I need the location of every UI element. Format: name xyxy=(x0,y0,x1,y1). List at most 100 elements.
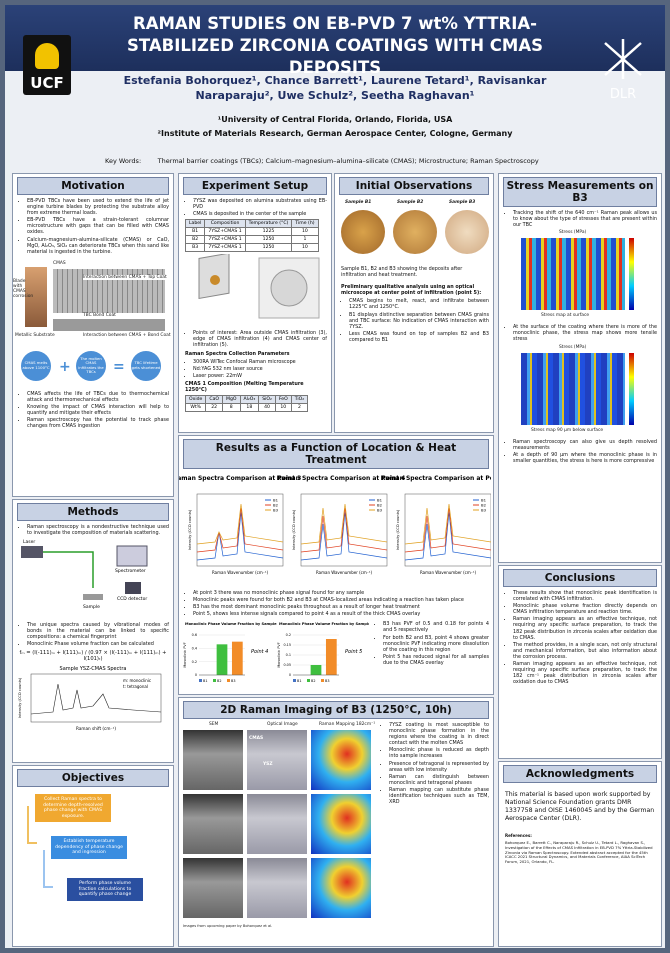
table-cell: 22 xyxy=(205,403,223,413)
laser-icon xyxy=(21,546,43,559)
spectrum-line xyxy=(300,503,388,545)
figure-label: Metallic Substrate xyxy=(15,332,55,338)
plot-frame xyxy=(196,493,284,567)
ccd-icon xyxy=(125,582,141,595)
table-cell: 18 xyxy=(239,403,260,413)
poster: UCF DLR RAMAN STUDIES ON EB-PVD 7 wt% YT… xyxy=(5,5,665,948)
imaging-grid: SEM Optical Image Raman Mapping 182cm⁻¹ … xyxy=(179,722,379,932)
sample-photo xyxy=(393,210,437,254)
figure-label: CCD detector xyxy=(117,596,147,602)
legend-swatch xyxy=(293,679,296,683)
y-tick-label: 0 xyxy=(195,674,197,678)
keywords: Key Words: Thermal barrier coatings (TBC… xyxy=(105,157,645,165)
table-header-row: Label Composition Temperature (°C) Time (h) xyxy=(184,219,319,229)
table-header-cell: CaO xyxy=(205,395,223,405)
table-header-cell: Composition xyxy=(204,219,246,229)
y-tick-label: 0 xyxy=(289,674,291,678)
bullet: Presence of tetragonal is represented by… xyxy=(389,761,489,773)
micrograph xyxy=(311,858,371,918)
chart-title: Raman Spectra Comparison at Point 3 xyxy=(179,475,301,482)
pvf-charts: Monoclinic Phase Volume Fraction by Samp… xyxy=(183,622,369,683)
bullet-list: CMAS affects the life of TBCs due to the… xyxy=(21,391,169,430)
y-tick-label: 0.1 xyxy=(286,654,291,658)
table-header-cell: Temperature (°C) xyxy=(244,219,293,229)
spectrum-line xyxy=(404,503,492,545)
figure-label: Sample xyxy=(83,604,100,610)
bullet: Raman spectroscopy has the potential to … xyxy=(27,417,169,429)
bullet: The method provides, in a single scan, n… xyxy=(513,642,657,660)
bullet: EB-PVD TBCs have a strain-tolerant colum… xyxy=(27,217,169,235)
legend-swatch xyxy=(213,679,216,683)
spectrum-line xyxy=(404,507,492,553)
bullet: CMAS affects the life of TBCs due to the… xyxy=(27,391,169,403)
bullet: Monoclinic phase is reduced as depth int… xyxy=(389,747,489,759)
title-band xyxy=(5,5,665,71)
raman-setup-diagram: Laser Sample Spectrometer CCD detector xyxy=(21,539,148,610)
legend-label: B2 xyxy=(481,503,487,508)
y-axis-label: Monoclinic PVF xyxy=(183,643,187,668)
heatmap xyxy=(521,352,625,425)
photo-caption: Sample B2 xyxy=(397,200,424,205)
figure-label: Laser xyxy=(23,539,35,545)
table-cell: B3 xyxy=(184,243,206,253)
sample-photos: Sample B1 Sample B2 Sample B3 xyxy=(335,198,493,264)
spectrum-line xyxy=(404,511,492,561)
beam xyxy=(43,551,94,589)
spectra-charts: Raman Spectra Comparison at Point 3B1B2B… xyxy=(173,475,510,575)
table-header-cell: Time (h) xyxy=(291,219,319,229)
table-cell: 1250 xyxy=(244,235,293,245)
bullet-list: 7YSZ was deposited on alumina substrates… xyxy=(187,198,327,217)
table-cell: 7YSZ+CMAS 1 xyxy=(204,243,246,253)
authors: Estefania Bohorquez¹, Chance Barrett¹, L… xyxy=(123,74,547,102)
objective-step: Collect Raman spectra to determine depth… xyxy=(35,794,111,823)
table-cell: Wt% xyxy=(184,403,207,413)
table-cell: B1 xyxy=(184,227,206,237)
bullet: Monoclinic phase volume fraction directl… xyxy=(513,603,657,615)
connector xyxy=(27,806,37,844)
section-title: Experiment Setup xyxy=(183,177,327,195)
bullet: 7YSZ coating is most susceptible to mono… xyxy=(389,722,489,746)
bullet-list: Raman spectroscopy can also give us dept… xyxy=(507,439,657,464)
section-motivation: Motivation EB-PVD TBCs have been used to… xyxy=(12,173,174,497)
table-cell: 10 xyxy=(291,243,319,253)
stress-map: Stress (MPa) Stress map 90 µm below surf… xyxy=(499,345,661,437)
process-circle: CMAS melts above 1100°C xyxy=(21,350,51,381)
table-row: B1 7YSZ+CMAS 1 1225 10 xyxy=(184,227,319,237)
section-observations: Initial Observations Sample B1 Sample B2… xyxy=(334,173,494,433)
section-title: 2D Raman Imaging of B3 (1250°C, 10h) xyxy=(183,701,489,719)
bullet: Calcium-magnesium-alumina-silicate (CMAS… xyxy=(27,237,169,255)
bullet: For both B2 and B3, point 4 shows greate… xyxy=(383,635,489,653)
table-header-cell: Oxide xyxy=(184,395,207,405)
colorbar xyxy=(629,352,634,425)
process-circle: The molten CMAS infiltrates the TBCs xyxy=(76,350,106,381)
table-cell: 10 xyxy=(274,403,292,413)
micrograph xyxy=(183,730,243,790)
legend-label: B3 xyxy=(273,508,279,513)
table-cell: B2 xyxy=(184,235,206,245)
legend-label: B3 xyxy=(325,679,329,683)
y-tick-label: 0.2 xyxy=(192,660,197,664)
sample-spectrum: Sample YSZ-CMAS Spectra m: monoclinic t:… xyxy=(18,666,162,731)
g xyxy=(604,39,642,79)
chart-title: Raman Spectra Comparison at Point 4 xyxy=(277,475,406,482)
spectrum-line xyxy=(196,507,284,553)
plus-icon: + xyxy=(59,358,71,375)
lead: Preliminary qualitative analysis using a… xyxy=(341,284,482,297)
process-diagram: CMAS melts above 1100°C + The molten CMA… xyxy=(13,345,173,389)
section-title: Results as a Function of Location & Heat… xyxy=(183,439,489,469)
table-cell: 40 xyxy=(258,403,276,413)
chart-title: Raman Spectra Comparison at Point 5 xyxy=(381,475,491,482)
cmas-spot xyxy=(210,275,220,286)
table-cell: 10 xyxy=(291,227,319,237)
subheading: CMAS 1 Composition (Melting Temperature … xyxy=(185,380,304,394)
bullet-list: Tracking the shift of the 640 cm⁻¹ Raman… xyxy=(507,210,657,228)
map-caption: Stress map at surface xyxy=(541,313,590,319)
chart-label: Point 4 xyxy=(251,649,268,655)
bullet-list: 7YSZ coating is most susceptible to mono… xyxy=(383,722,489,805)
colorbar xyxy=(629,238,634,311)
bar xyxy=(216,644,228,676)
caption: Images from upcoming paper by Bohorquez … xyxy=(183,924,273,928)
bullet-list: B3 has PVF of 0.5 and 0.18 for points 4 … xyxy=(377,621,489,685)
table-cell: 1 xyxy=(291,235,319,245)
sample-photo xyxy=(341,210,385,254)
